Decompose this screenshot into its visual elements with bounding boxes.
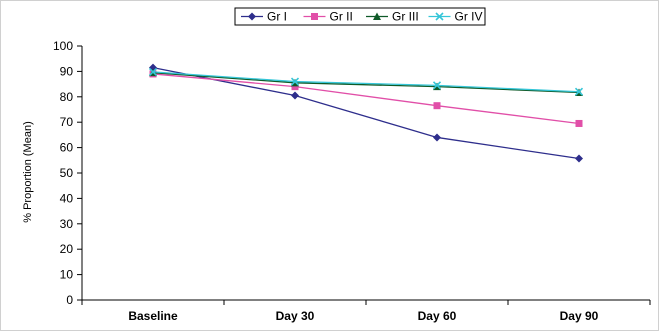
legend-box	[234, 7, 486, 26]
data-point-gr-ii	[433, 102, 441, 110]
data-point-gr-iv-stroke	[432, 81, 442, 90]
legend-item-gr-ii: Gr II	[303, 10, 353, 24]
y-tick-label: 0	[66, 293, 73, 307]
axes: 0 10 20 30 40 50 60 70 80 90 100 Baseline Day 30 Day …	[53, 39, 651, 323]
data-point-gr-i	[433, 133, 441, 142]
x-category-label: Baseline	[128, 309, 178, 323]
x-category-label: Day 30	[276, 309, 315, 323]
y-tick-label: 10	[60, 268, 74, 282]
y-tick-label: 90	[60, 64, 74, 78]
y-tick-label: 20	[60, 242, 74, 256]
legend-label: Gr I	[267, 10, 287, 24]
y-tick-label: 70	[60, 115, 74, 129]
legend-label: Gr II	[330, 10, 353, 24]
legend-marker	[248, 12, 256, 21]
legend-label: Gr IV	[455, 10, 483, 24]
series-gr-iv	[148, 67, 584, 96]
y-tick-label: 60	[60, 141, 74, 155]
legend-marker	[373, 12, 381, 20]
data-point-gr-ii	[291, 83, 299, 91]
legend-marker-stroke	[435, 12, 444, 21]
legend: Gr I Gr II Gr III Gr IV	[234, 7, 486, 26]
data-point-gr-iv-stroke	[148, 67, 158, 76]
y-tick-label: 40	[60, 191, 74, 205]
legend-label: Gr III	[392, 10, 419, 24]
y-axis-title: % Proportion (Mean)	[22, 121, 34, 223]
series-gr-i	[149, 63, 583, 163]
data-point-gr-iv	[290, 77, 300, 86]
data-point-gr-i	[291, 91, 299, 100]
legend-marker	[435, 12, 444, 21]
y-tick-label: 100	[53, 39, 73, 53]
x-category-label: Day 60	[418, 309, 457, 323]
series-line-gr-i	[152, 66, 580, 160]
legend-item-gr-iv: Gr IV	[428, 10, 483, 24]
series-line-gr-ii	[152, 73, 580, 125]
series-line-gr-iv	[152, 71, 580, 93]
data-point-gr-iv	[574, 87, 584, 96]
y-tick-label: 50	[60, 166, 74, 180]
x-category-label: Day 90	[560, 309, 599, 323]
data-point-gr-iv-stroke	[574, 87, 584, 96]
series-layer	[148, 63, 584, 163]
data-point-gr-iv	[148, 67, 158, 76]
legend-item-gr-iii: Gr III	[366, 10, 419, 24]
data-point-gr-ii	[575, 119, 583, 127]
legend-marker	[311, 13, 318, 20]
y-tick-label: 80	[60, 90, 74, 104]
series-line-gr-iii	[152, 72, 580, 94]
legend-item-gr-i: Gr I	[241, 10, 287, 24]
data-point-gr-iv-stroke	[290, 77, 300, 86]
data-point-gr-iv	[432, 81, 442, 90]
y-tick-label: 30	[60, 217, 74, 231]
data-point-gr-i	[575, 154, 583, 163]
